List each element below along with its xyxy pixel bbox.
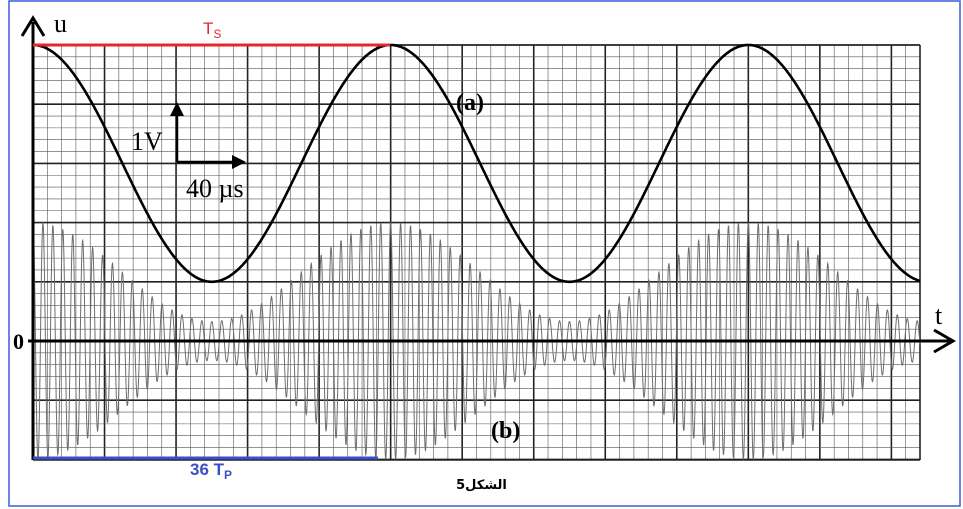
- figure-border: [8, 0, 961, 507]
- x-axis-arrow-icon: [933, 328, 956, 354]
- curve-a-modulating-signal: [33, 43, 921, 284]
- ts-label: TS: [203, 19, 221, 41]
- curve-b-modulated-signal: [32, 221, 921, 460]
- figure-caption: الشكل5: [456, 478, 507, 493]
- scale-t-label: 40 µs: [186, 174, 244, 203]
- y-axis-label: u: [54, 9, 67, 38]
- origin-label: 0: [13, 329, 24, 354]
- x-axis-label: t: [935, 301, 943, 330]
- scale-v-arrowhead-icon: [170, 102, 184, 116]
- scale-v-label: 1V: [131, 127, 163, 156]
- curve-a-label: (a): [456, 90, 484, 116]
- y-axis-arrow-icon: [20, 15, 46, 37]
- scale-t-arrowhead-icon: [232, 155, 246, 169]
- curve-b-label: (b): [491, 418, 520, 444]
- tp-label: 36 TP: [190, 460, 232, 482]
